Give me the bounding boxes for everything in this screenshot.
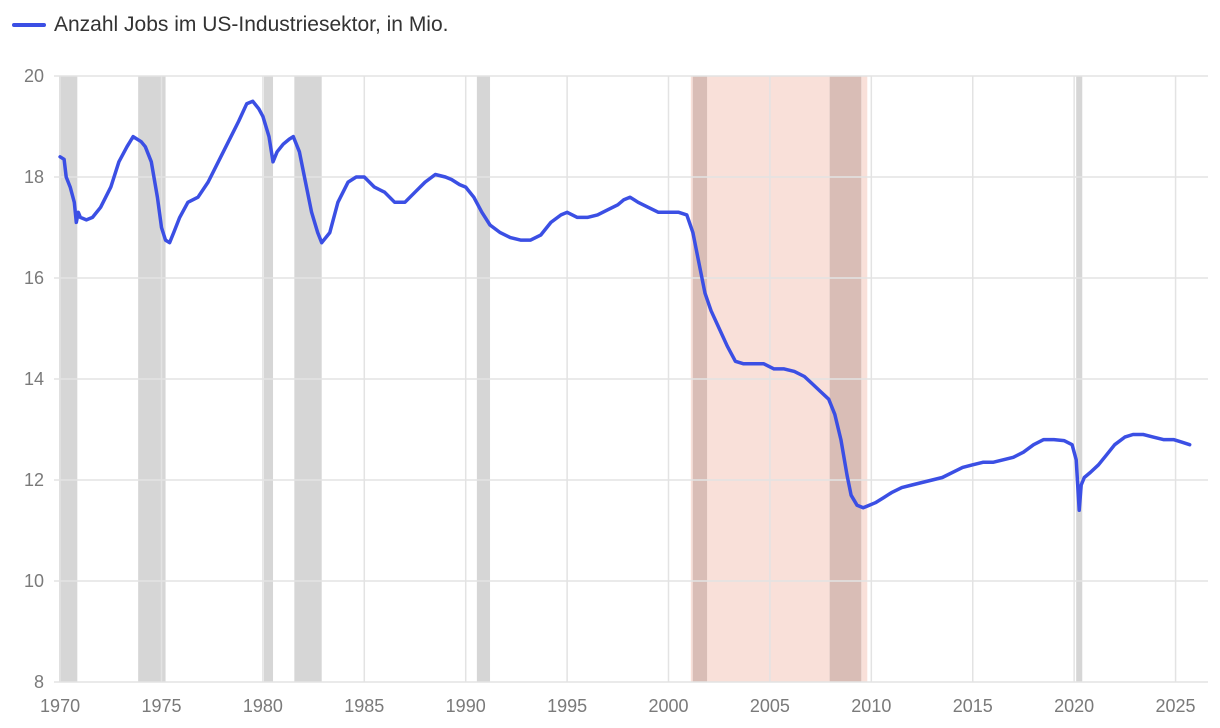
x-tick-label: 2005: [750, 696, 790, 716]
series-line: [58, 99, 1192, 513]
y-tick-label: 8: [34, 672, 44, 692]
legend-swatch: [12, 23, 46, 27]
x-tick-label: 1990: [446, 696, 486, 716]
x-tick-label: 2025: [1156, 696, 1196, 716]
legend: Anzahl Jobs im US-Industriesektor, in Mi…: [12, 10, 449, 40]
y-tick-label: 20: [24, 66, 44, 86]
y-axis: 8 10 12 14 16 18 20: [24, 66, 44, 692]
y-tick-label: 18: [24, 167, 44, 187]
y-tick-label: 14: [24, 369, 44, 389]
grid-lines: [54, 75, 1208, 683]
x-tick-label: 1975: [141, 696, 181, 716]
x-tick-label: 2000: [648, 696, 688, 716]
x-axis: 1970 1975 1980 1985 1990 1995 2000 2005 2010 2015…: [40, 696, 1196, 716]
x-tick-label: 1985: [344, 696, 384, 716]
legend-label: Anzahl Jobs im US-Industriesektor, in Mi…: [54, 13, 449, 36]
x-tick-label: 2010: [851, 696, 891, 716]
y-tick-label: 16: [24, 268, 44, 288]
x-tick-label: 2015: [953, 696, 993, 716]
series-lines: [58, 99, 1192, 513]
x-tick-label: 1980: [243, 696, 283, 716]
x-tick-label: 2020: [1054, 696, 1094, 716]
x-tick-label: 1970: [40, 696, 80, 716]
y-tick-label: 10: [24, 571, 44, 591]
y-tick-label: 12: [24, 470, 44, 490]
x-tick-label: 1995: [547, 696, 587, 716]
